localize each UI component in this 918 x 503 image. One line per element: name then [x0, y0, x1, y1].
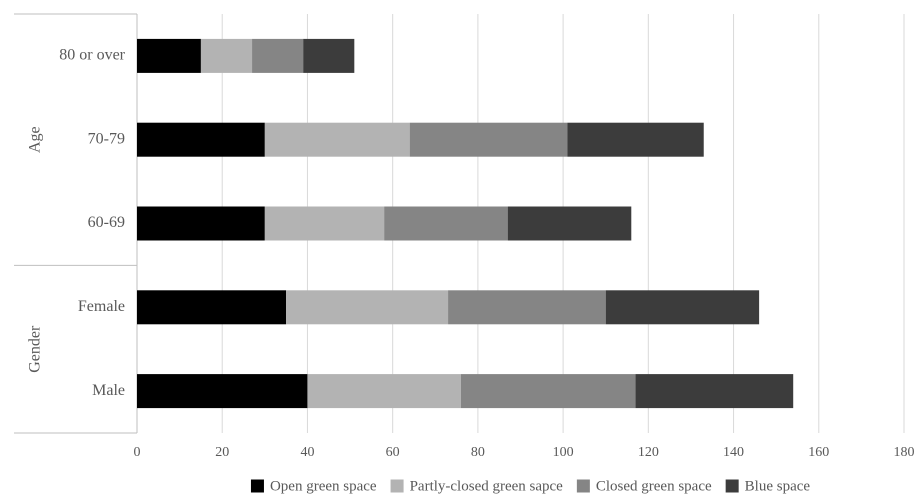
bar-segment: [409, 122, 568, 157]
legend-label: Blue space: [745, 478, 811, 494]
legend: Open green space Partly-closed green sapc…: [250, 478, 811, 494]
category-label: 60-69: [88, 214, 125, 231]
bars: [137, 38, 794, 409]
bar-segment: [307, 374, 461, 409]
legend-swatch: [576, 479, 590, 493]
group-label: Age: [27, 126, 44, 153]
bar-segment: [448, 290, 606, 325]
group-label: Gender: [27, 325, 44, 373]
bar-segment: [137, 38, 201, 73]
legend-swatch: [390, 479, 404, 493]
category-label: Male: [92, 382, 125, 399]
bar-segment: [264, 122, 410, 157]
bar-segment: [605, 290, 760, 325]
x-tick-label: 180: [894, 445, 915, 460]
bar-segment: [567, 122, 704, 157]
bar-segment: [384, 206, 508, 241]
bar-segment: [264, 206, 385, 241]
bar-segment: [303, 38, 355, 73]
bar-segment: [137, 290, 287, 325]
bar-segment: [137, 122, 265, 157]
bar-segment: [200, 38, 253, 73]
legend-label: Open green space: [270, 478, 377, 494]
x-tick-label: 60: [386, 445, 400, 460]
axes: 0 20 40 60 80 100 120 140 160 180 Age Gender 80 or o…: [14, 13, 915, 460]
category-label: 70-79: [88, 130, 125, 147]
x-tick-label: 100: [553, 445, 574, 460]
x-tick-label: 40: [300, 445, 314, 460]
bar-segment: [137, 374, 308, 409]
x-tick-label: 140: [723, 445, 744, 460]
legend-item: Closed green space: [576, 478, 712, 494]
x-tick-label: 80: [471, 445, 485, 460]
legend-swatch: [725, 479, 739, 493]
legend-swatch: [250, 479, 264, 493]
category-label: Female: [78, 298, 125, 315]
legend-label: Closed green space: [596, 478, 712, 494]
legend-label: Partly-closed green sapce: [410, 478, 564, 494]
x-tick-label: 20: [215, 445, 229, 460]
bar-segment: [286, 290, 449, 325]
bar-segment: [635, 374, 794, 409]
legend-item: Open green space: [250, 478, 377, 494]
x-tick-label: 160: [808, 445, 829, 460]
x-tick-label: 120: [638, 445, 659, 460]
x-tick-label: 0: [134, 445, 141, 460]
bar-segment: [460, 374, 636, 409]
bar-segment: [137, 206, 265, 241]
bar-segment: [507, 206, 632, 241]
category-label: 80 or over: [59, 47, 125, 64]
bar-segment: [252, 38, 304, 73]
legend-item: Blue space: [725, 478, 811, 494]
legend-item: Partly-closed green sapce: [390, 478, 564, 494]
